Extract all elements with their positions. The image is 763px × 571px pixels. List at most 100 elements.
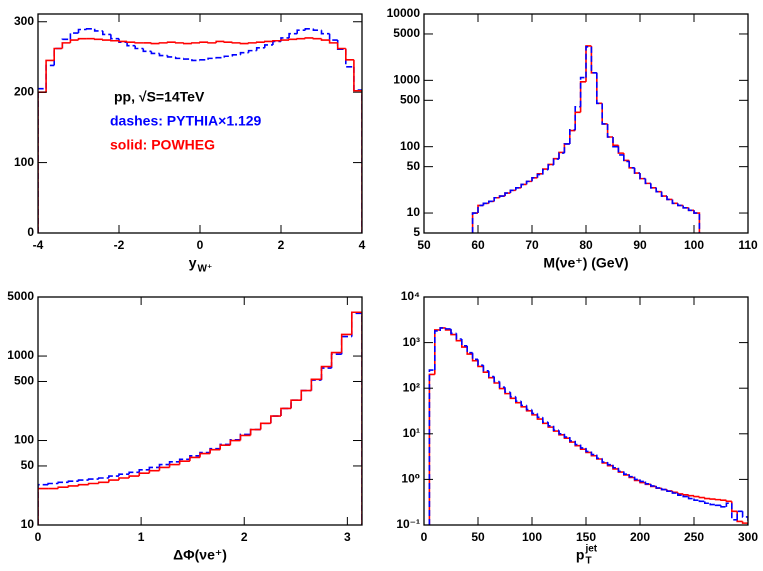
histogram-bin — [741, 521, 748, 525]
y-tick-label: 1000 — [393, 73, 420, 87]
histogram-bin — [563, 143, 570, 154]
histogram-bin — [110, 34, 119, 40]
y-tick-label: 1000 — [7, 348, 34, 362]
histogram-bin — [471, 212, 478, 233]
x-tick-label: 0 — [421, 530, 428, 544]
histogram-bin — [199, 452, 211, 458]
histogram-bin — [488, 200, 495, 204]
x-tick-label: -2 — [114, 238, 125, 252]
y-tick-label: 100 — [400, 139, 420, 153]
histogram-bin — [693, 210, 701, 233]
histogram-bin — [450, 328, 457, 335]
histogram-bin — [280, 407, 292, 417]
x-tick-label: 50 — [471, 530, 485, 544]
histogram-bin — [720, 499, 727, 501]
histogram-bin — [166, 41, 176, 43]
histogram-bin — [61, 38, 71, 49]
histogram-bin — [239, 51, 249, 55]
x-tick-label: 300 — [738, 530, 758, 544]
histogram-bin — [166, 55, 176, 58]
histogram-bin — [215, 56, 225, 59]
histogram-bin — [310, 379, 322, 391]
histogram-bin — [108, 475, 119, 479]
histogram-bin — [77, 37, 87, 41]
histogram-bin — [504, 192, 511, 197]
histogram-bin — [336, 42, 346, 50]
histogram-bin — [612, 136, 619, 148]
x-tick-label: 100 — [684, 238, 704, 252]
series — [428, 327, 748, 525]
histogram-bin — [655, 187, 662, 193]
histogram-bin — [264, 40, 273, 43]
y-tick-label: 5000 — [393, 26, 420, 40]
histogram-bin — [547, 422, 554, 427]
histogram-bin — [97, 477, 109, 480]
histogram-bin — [633, 167, 640, 174]
histogram-bin — [53, 47, 63, 61]
histogram-bin — [345, 49, 354, 68]
x-axis-label-sub: W⁺ — [198, 264, 213, 275]
histogram-bin — [296, 37, 306, 40]
histogram-bin — [536, 173, 543, 178]
y-tick-label: 50 — [407, 159, 421, 173]
histogram-bin — [340, 335, 352, 355]
histogram-bin — [574, 105, 581, 130]
x-tick-label: 50 — [417, 238, 431, 252]
histogram-bin — [183, 58, 192, 60]
legend-entry: dashes: PYTHIA×1.129 — [110, 113, 262, 129]
histogram-bin — [270, 415, 281, 424]
histogram-bin — [45, 59, 55, 93]
x-tick-label: -4 — [33, 238, 44, 252]
histogram-bin — [183, 42, 192, 45]
histogram-bin — [255, 47, 265, 51]
histogram-bin — [612, 464, 619, 469]
histogram-bin — [461, 338, 468, 347]
histogram-bin — [223, 41, 233, 43]
histogram-bin — [677, 203, 684, 207]
histogram-bin — [328, 40, 338, 44]
histogram-bin — [504, 387, 511, 393]
series — [38, 37, 362, 233]
x-tick-label: 110 — [738, 238, 758, 252]
histogram-bin — [158, 466, 170, 471]
histogram-bin — [606, 123, 613, 138]
histogram-bin — [215, 40, 225, 43]
histogram-bin — [158, 463, 170, 468]
histogram-bin — [87, 478, 99, 481]
histogram-bin — [174, 42, 184, 44]
histogram-bin — [288, 32, 298, 38]
panel: 0 1 2 3 10 50 100 500 1000 5000 ΔΦ(νe⁺) — [7, 289, 363, 563]
histogram-bin — [633, 476, 640, 481]
histogram-bin — [134, 45, 144, 50]
histogram-bin — [288, 38, 298, 41]
histogram-bin — [720, 505, 727, 508]
histogram-bin — [304, 37, 314, 39]
histogram-bin — [596, 72, 603, 105]
histogram-bin — [259, 422, 271, 430]
histogram-bin — [677, 492, 684, 495]
histogram-bin — [138, 472, 150, 477]
histogram-bin — [57, 486, 69, 489]
histogram-bin — [93, 28, 103, 32]
histogram-bin — [312, 28, 322, 31]
histogram-bin — [606, 123, 613, 138]
histogram-bin — [736, 510, 743, 520]
x-tick-label: 1 — [138, 530, 145, 544]
histogram-bin — [477, 204, 484, 214]
histogram-bin — [189, 456, 200, 462]
histogram-bin — [601, 103, 608, 125]
histogram-bin — [38, 87, 47, 233]
histogram-bin — [77, 479, 89, 482]
panel: 50 60 70 80 90 100 110 5 10 50 100 500 1000 5000 10000… — [387, 6, 758, 271]
y-tick-label: 10² — [403, 380, 420, 394]
y-tick-label: 10¹ — [403, 426, 420, 440]
histogram-bin — [488, 370, 495, 378]
histogram-bin — [168, 460, 180, 465]
histogram-bin — [128, 475, 140, 479]
x-axis-label: y — [189, 255, 197, 271]
histogram-bin — [558, 152, 565, 160]
histogram-bin — [579, 444, 586, 449]
histogram-bin — [585, 45, 592, 82]
histogram-bin — [158, 53, 168, 57]
histogram-bin — [644, 178, 651, 185]
